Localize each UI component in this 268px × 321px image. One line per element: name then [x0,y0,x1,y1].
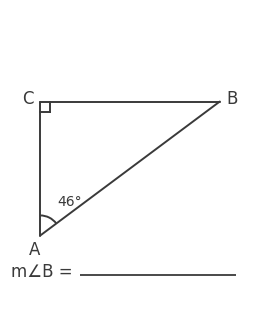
Text: 46°: 46° [58,195,82,209]
Text: A: A [29,241,40,259]
Text: m∠B =: m∠B = [11,263,72,281]
Text: C: C [23,91,34,108]
Text: B: B [226,91,237,108]
